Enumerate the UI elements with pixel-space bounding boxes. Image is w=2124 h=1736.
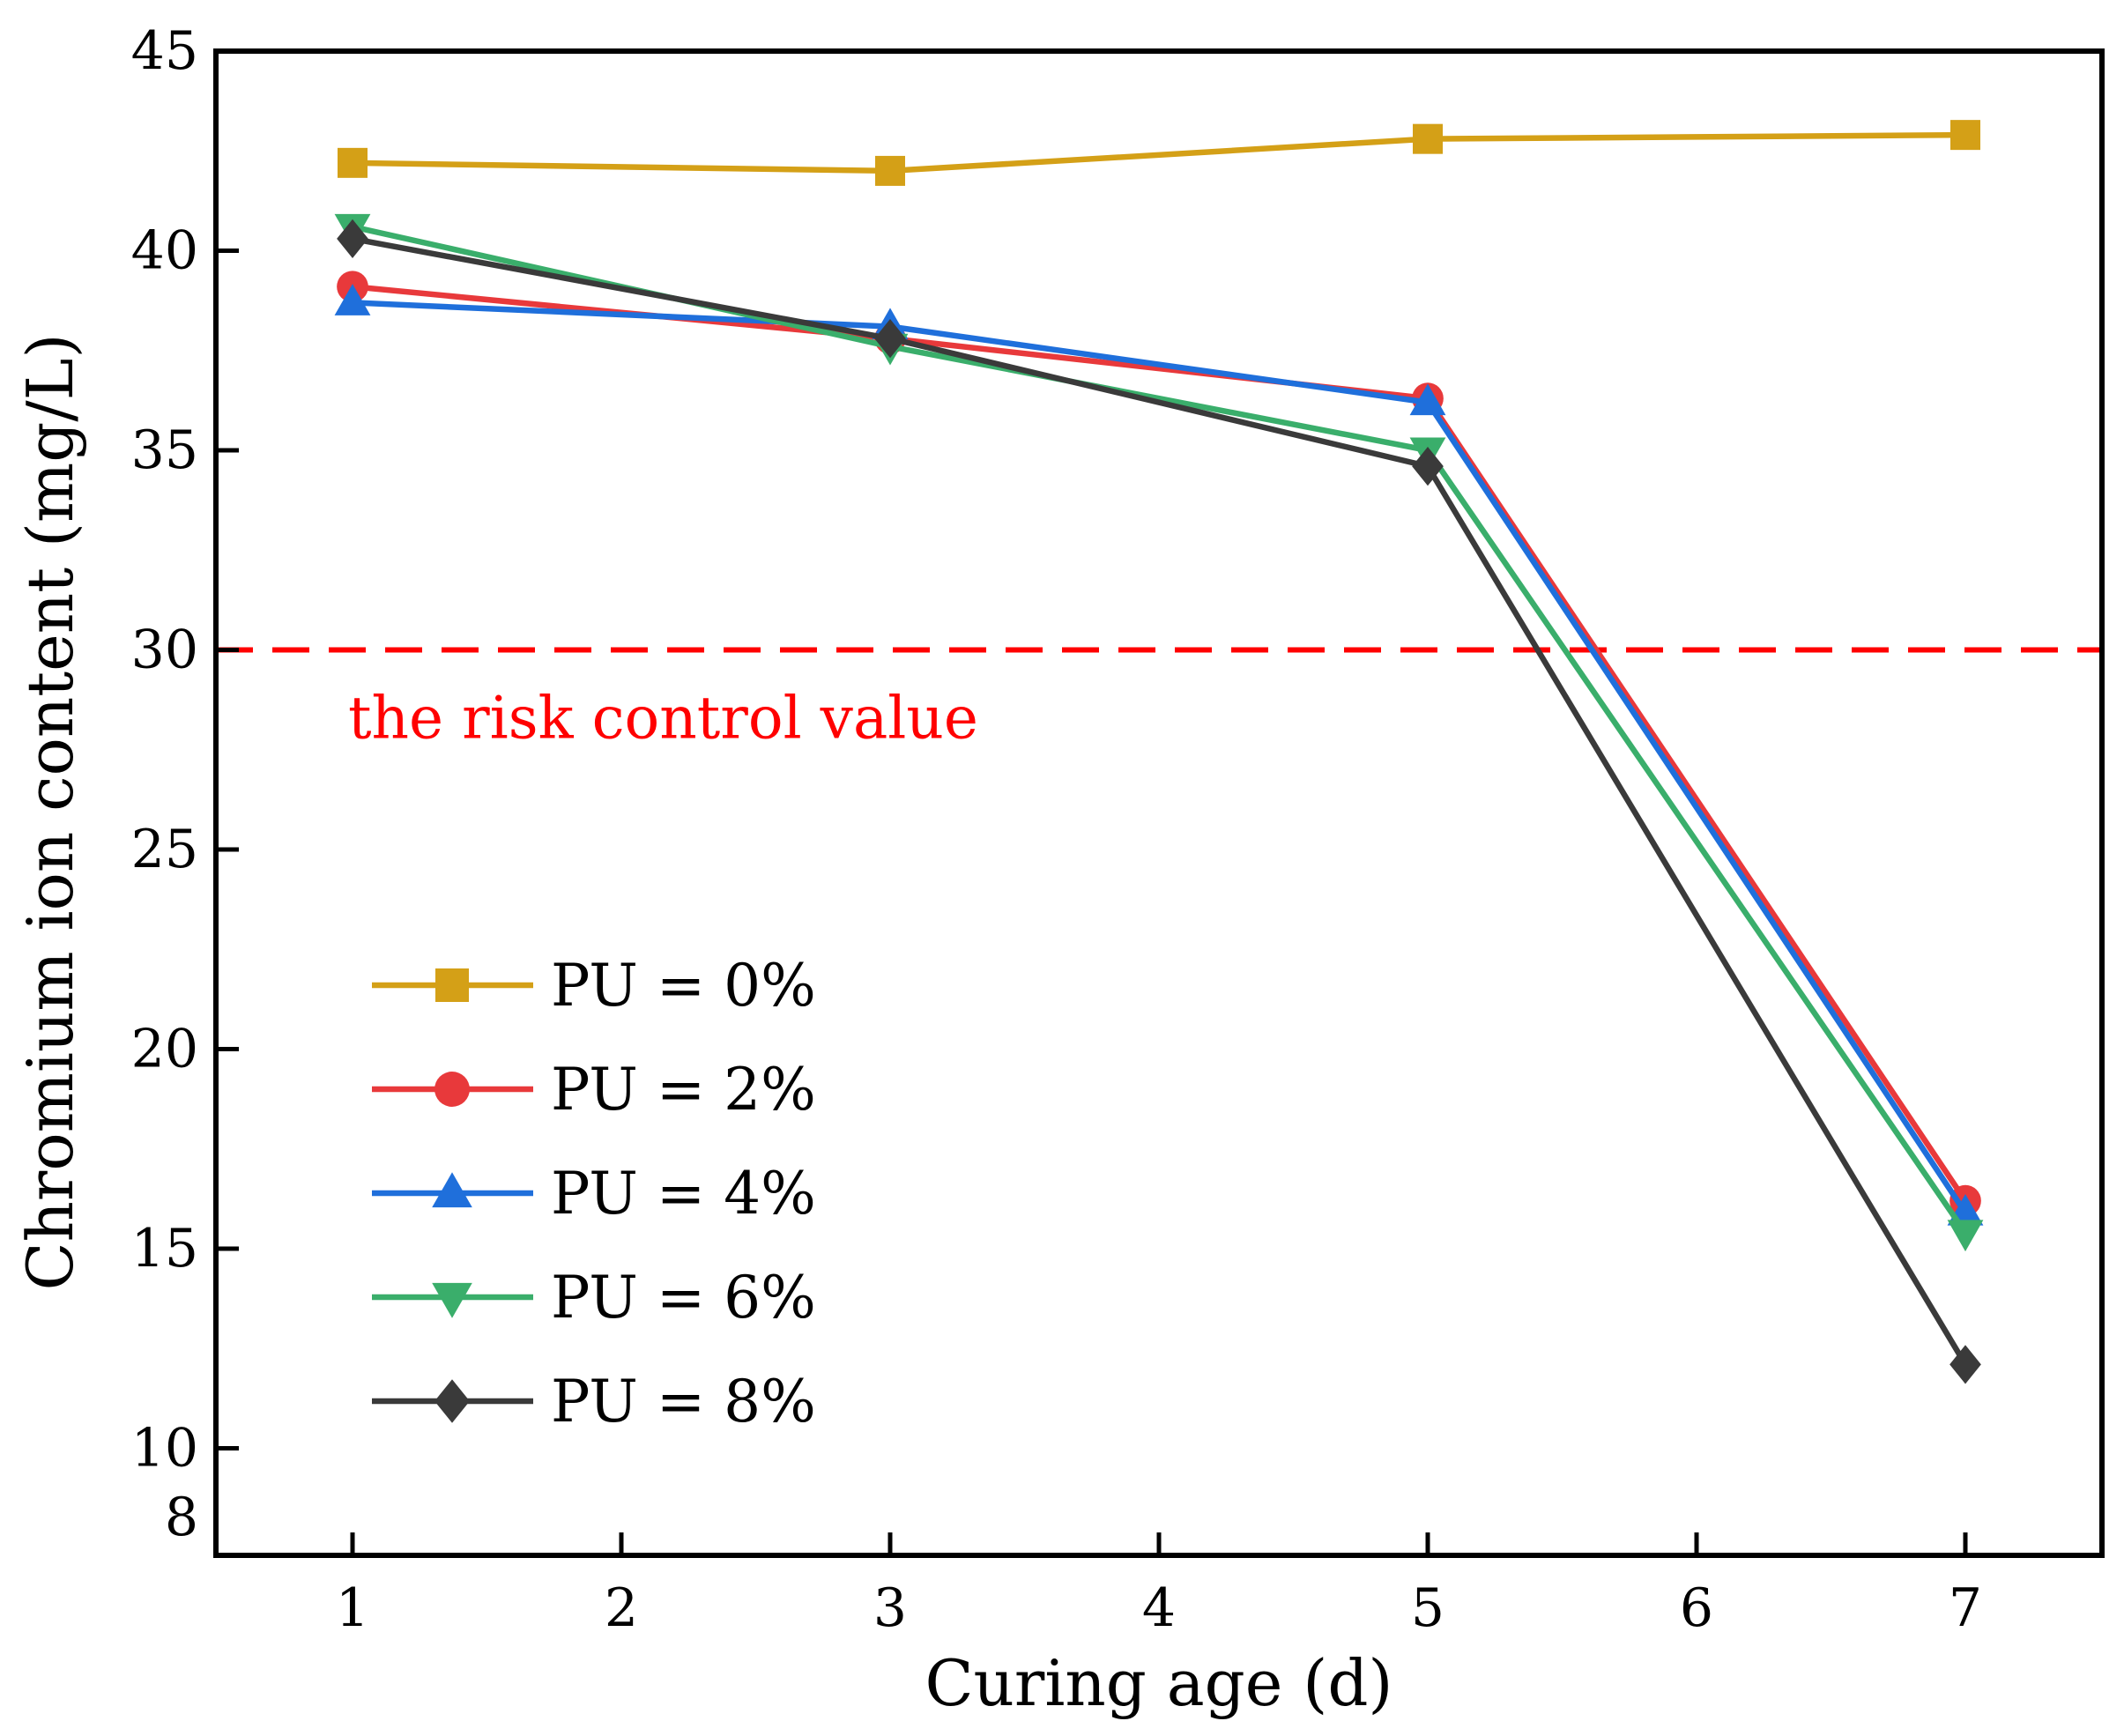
legend-label-3: PU = 6% xyxy=(551,1264,816,1332)
legend-entry-2: PU = 4% xyxy=(372,1160,816,1228)
series-line-2 xyxy=(352,300,1968,1215)
legend-entry-4: PU = 8% xyxy=(372,1368,816,1436)
x-tick-label-2: 3 xyxy=(873,1577,907,1639)
data-point-4-2 xyxy=(1412,447,1444,486)
x-axis-title: Curing age (d) xyxy=(925,1646,1392,1720)
legend: PU = 0% PU = 2% PU = 4% PU = 6% PU = 8% xyxy=(372,952,816,1436)
y-tick-label-1: 10 xyxy=(131,1418,198,1480)
plot-frame xyxy=(213,48,2105,1558)
legend-marker-0 xyxy=(435,968,469,1002)
legend-label-2: PU = 4% xyxy=(551,1160,816,1228)
legend-label-0: PU = 0% xyxy=(551,952,816,1020)
data-point-0-0 xyxy=(338,147,368,178)
plot-area xyxy=(216,120,2102,1384)
y-tick-label-5: 30 xyxy=(131,619,198,681)
legend-entry-1: PU = 2% xyxy=(372,1056,816,1124)
y-tick-label-2: 15 xyxy=(131,1218,198,1280)
legend-entry-3: PU = 6% xyxy=(372,1264,816,1332)
y-tick-label-7: 40 xyxy=(131,220,198,282)
legend-label-1: PU = 2% xyxy=(551,1056,816,1124)
legend-marker-3 xyxy=(432,1282,472,1318)
y-tick-label-4: 25 xyxy=(131,819,198,880)
x-tick-label-3: 4 xyxy=(1142,1577,1176,1639)
legend-entry-0: PU = 0% xyxy=(372,952,816,1020)
series-line-0 xyxy=(352,131,1966,174)
risk-control-label: the risk control value xyxy=(348,685,978,753)
x-tick-label-1: 2 xyxy=(605,1577,638,1639)
y-axis-title: Chromium ion content (mg/L) xyxy=(13,333,87,1290)
x-tick-label-0: 1 xyxy=(336,1577,369,1639)
x-tick-label-5: 6 xyxy=(1680,1577,1713,1639)
legend-label-4: PU = 8% xyxy=(551,1368,816,1436)
y-tick-label-0: 8 xyxy=(165,1487,198,1548)
data-point-2-0 xyxy=(334,284,371,315)
data-point-4-0 xyxy=(337,219,368,259)
data-point-0-3 xyxy=(1950,120,1980,151)
data-point-3-3 xyxy=(1947,1220,1984,1252)
data-point-0-2 xyxy=(1413,123,1443,154)
data-point-2-2 xyxy=(1409,383,1446,416)
series-line-4 xyxy=(352,235,1968,1367)
data-point-4-1 xyxy=(874,319,906,359)
data-point-4-3 xyxy=(1949,1345,1981,1384)
y-tick-label-6: 35 xyxy=(131,419,198,481)
y-tick-label-8: 45 xyxy=(131,20,198,82)
x-tick-label-4: 5 xyxy=(1411,1577,1444,1639)
data-point-0-1 xyxy=(875,155,905,186)
legend-marker-1 xyxy=(434,1072,470,1107)
legend-marker-4 xyxy=(434,1379,470,1423)
series-0 xyxy=(338,120,1980,186)
series-4 xyxy=(337,219,1981,1384)
x-tick-label-6: 7 xyxy=(1949,1577,1982,1639)
legend-marker-2 xyxy=(432,1172,472,1208)
y-tick-label-3: 20 xyxy=(131,1019,198,1080)
